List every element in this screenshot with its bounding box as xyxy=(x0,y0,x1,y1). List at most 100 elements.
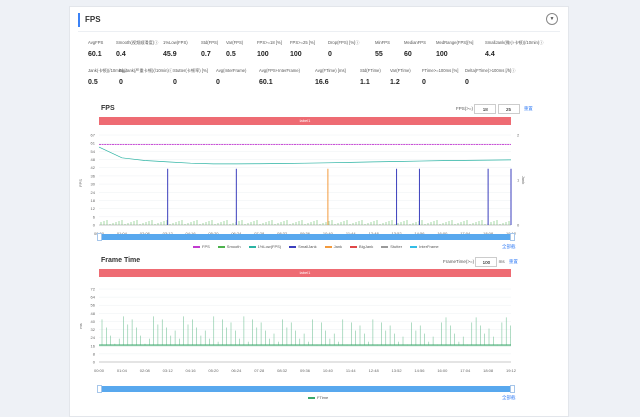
stat-9: Delta(FTime)>100ms [/h]ⓘ 0 xyxy=(465,68,515,86)
stat-4: Avg(FPS+InterFrame) 60.1 xyxy=(259,68,300,86)
ftime-x-tick: 14:56 xyxy=(414,368,425,373)
fps-x-tick: 07:28 xyxy=(254,231,265,236)
stat-value: 1.2 xyxy=(390,79,400,86)
fps-y-tick: 30 xyxy=(91,182,96,187)
legend-item[interactable]: BigJank xyxy=(350,244,373,249)
ftime-fullscreen-link[interactable]: 全部截 xyxy=(502,395,516,400)
stat-label: Std(FPS) xyxy=(201,40,219,45)
fps-reset-button[interactable]: 重置 xyxy=(523,106,533,112)
stat-label: Avg(FTime) [ms] xyxy=(315,68,346,73)
fps-x-tick: 16:00 xyxy=(437,231,448,236)
fps-y-tick: 12 xyxy=(91,206,96,211)
stat-label: SmallJank(微小卡顿)(/10min)ⓘ xyxy=(485,40,544,45)
fps-threshold-input-1[interactable] xyxy=(474,104,497,114)
ftime-slider-left-handle[interactable] xyxy=(97,385,102,393)
ftime-chart-title: Frame Time xyxy=(101,257,141,264)
legend-item[interactable]: FPS xyxy=(193,244,210,249)
stat-5: FPS>=18 [%] 100 xyxy=(257,40,282,58)
ftime-x-tick: 04:16 xyxy=(186,368,197,373)
fps-y-tick: 42 xyxy=(91,165,96,170)
fps-legend: FPS Smooth 1%Low(FPS) SmallJank Jank BigJank S… xyxy=(193,244,439,249)
ftime-y-tick: 16 xyxy=(91,343,96,348)
stat-value: 45.9 xyxy=(163,51,177,58)
fps-x-tick: 14:56 xyxy=(414,231,425,236)
stat-9: MedianFPS 60 xyxy=(404,40,426,58)
legend-item[interactable]: Jank xyxy=(324,244,342,249)
stat-label: Drop(FPS) [%]ⓘ xyxy=(328,40,360,45)
fps-y-tick: 36 xyxy=(91,173,96,178)
ftime-y-tick: 72 xyxy=(91,287,96,292)
stat-value: 0.5 xyxy=(88,79,98,86)
ftime-range-slider[interactable] xyxy=(97,385,515,393)
stat-3: Std(FPS) 0.7 xyxy=(201,40,218,58)
fps-y2-axis-label: Jank xyxy=(521,176,526,184)
fps-y2-tick: 0 xyxy=(517,223,520,228)
fps-threshold-label: FPS(>=) xyxy=(456,106,474,112)
fps-fullscreen-link[interactable]: 全部截 xyxy=(502,244,516,249)
ftime-y-axis-label: ms xyxy=(78,323,83,328)
stat-value: 0 xyxy=(465,79,469,86)
panel-title: FPS xyxy=(78,13,101,27)
stat-label: Var(FPS) xyxy=(226,40,244,45)
legend-item[interactable]: FTime xyxy=(308,395,328,400)
fps-range-slider[interactable] xyxy=(97,233,515,241)
frametime-chart: 72 64 56 48 40 32 24 16 8 0 ms 00:00 01:04 02:08 03:12… xyxy=(78,287,517,374)
ftime-x-tick: 12:48 xyxy=(369,368,380,373)
fps-x-tick: 18:08 xyxy=(483,231,494,236)
ftime-unit: ms xyxy=(498,259,505,265)
legend-item[interactable]: SmallJank xyxy=(289,244,317,249)
fps-x-tick: 04:16 xyxy=(186,231,197,236)
fps-label-banner: label1 xyxy=(99,117,511,125)
stat-label: MedianFPS xyxy=(404,40,426,45)
stat-11: SmallJank(微小卡顿)(/10min)ⓘ 4.4 xyxy=(485,40,543,58)
ftime-x-tick: 18:08 xyxy=(483,368,494,373)
legend-swatch xyxy=(193,245,200,248)
fps-slider-right-handle[interactable] xyxy=(510,233,515,241)
stat-value: 55 xyxy=(375,51,383,58)
fps-y2-tick: 2 xyxy=(517,133,520,138)
collapse-icon[interactable]: ▼ xyxy=(546,13,558,25)
legend-swatch xyxy=(217,245,225,248)
legend-item[interactable]: Stutter xyxy=(381,244,402,249)
stat-label: BigJank(严重卡顿)(/10min)ⓘ xyxy=(119,68,173,73)
ftime-legend: FTime xyxy=(308,395,328,400)
stat-value: 100 xyxy=(436,51,448,58)
stat-value: 0 xyxy=(328,51,332,58)
divider xyxy=(78,31,560,32)
stat-value: 0 xyxy=(216,79,220,86)
stat-value: 0.4 xyxy=(116,51,126,58)
stat-8: MinFPS 55 xyxy=(375,40,390,58)
stat-label: FPS>=25 [%] xyxy=(290,40,315,45)
legend-swatch xyxy=(324,245,332,248)
ftime-threshold-input[interactable] xyxy=(475,257,498,267)
stat-label: Smooth(视频顺滑度)ⓘ xyxy=(116,40,159,45)
stat-2: 1%Low(FPS) 45.9 xyxy=(163,40,188,58)
legend-label: SmallJank xyxy=(298,244,317,249)
legend-swatch xyxy=(289,245,297,248)
fps-x-tick: 11:44 xyxy=(346,231,356,236)
fps-x-tick: 06:24 xyxy=(231,231,242,236)
stat-label: MedRange(FPS)[%] xyxy=(436,40,474,45)
legend-swatch xyxy=(410,245,418,248)
fps-x-tick: 10:40 xyxy=(323,231,334,236)
stat-10: MedRange(FPS)[%] 100 xyxy=(436,40,473,58)
fps-slider-left-handle[interactable] xyxy=(97,233,102,241)
legend-swatch xyxy=(308,396,315,399)
fps-x-tick: 12:48 xyxy=(369,231,380,236)
stat-value: 100 xyxy=(290,51,302,58)
ftime-y-tick: 0 xyxy=(93,360,96,365)
stat-label: Stutter(卡顿率) [%] xyxy=(173,68,208,73)
legend-item[interactable]: Smooth xyxy=(217,244,241,249)
stat-label: FTime>=100ms [%] xyxy=(422,68,459,73)
legend-item[interactable]: 1%Low(FPS) xyxy=(248,244,282,249)
stat-0: AvgFPS 60.1 xyxy=(88,40,103,58)
legend-item[interactable]: InterFrame xyxy=(410,244,439,249)
fps-chart-title: FPS xyxy=(101,105,115,112)
ftime-y-tick: 40 xyxy=(91,319,96,324)
fps-threshold-input-2[interactable] xyxy=(497,104,520,114)
ftime-reset-button[interactable]: 重置 xyxy=(508,259,518,265)
legend-label: 1%Low(FPS) xyxy=(257,244,282,249)
fps-y-axis-label: FPS xyxy=(78,179,83,187)
legend-label: FPS xyxy=(202,244,210,249)
ftime-slider-right-handle[interactable] xyxy=(510,385,515,393)
